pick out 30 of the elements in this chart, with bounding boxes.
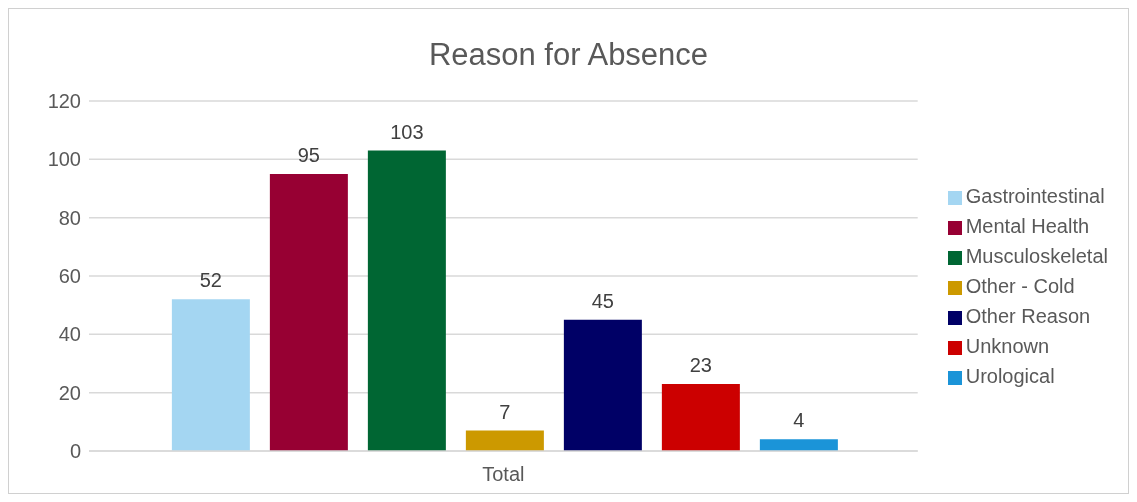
bar — [465, 430, 544, 451]
data-label: 52 — [199, 269, 222, 292]
legend-label: Urological — [965, 365, 1055, 387]
y-tick-label: 60 — [58, 265, 81, 288]
bar — [171, 299, 250, 451]
legend-label: Other - Cold — [965, 275, 1075, 297]
chart-title: Reason for Absence — [427, 37, 710, 74]
legend-label: Mental Health — [965, 215, 1090, 237]
data-label: 23 — [689, 353, 712, 376]
data-label: 45 — [591, 289, 614, 312]
legend-label: Gastrointestinal — [965, 185, 1105, 207]
legend-label: Unknown — [965, 335, 1050, 357]
bar — [759, 439, 838, 451]
data-label: 7 — [499, 400, 511, 423]
data-label: 103 — [390, 120, 424, 143]
y-tick-label: 100 — [47, 148, 81, 171]
data-label: 4 — [793, 409, 805, 432]
bar — [661, 383, 740, 451]
y-tick-label: 40 — [58, 323, 81, 346]
y-tick-label: 20 — [58, 381, 81, 404]
legend-label: Musculoskeletal — [965, 245, 1108, 267]
y-tick-label: 0 — [69, 440, 81, 463]
legend-label: Other Reason — [965, 305, 1091, 327]
x-tick-label: Total — [482, 463, 525, 486]
y-tick-label: 120 — [47, 90, 81, 113]
y-tick-label: 80 — [58, 206, 81, 229]
bar — [563, 319, 642, 451]
bar — [269, 173, 348, 451]
data-label: 95 — [297, 143, 320, 166]
bar — [367, 150, 446, 451]
